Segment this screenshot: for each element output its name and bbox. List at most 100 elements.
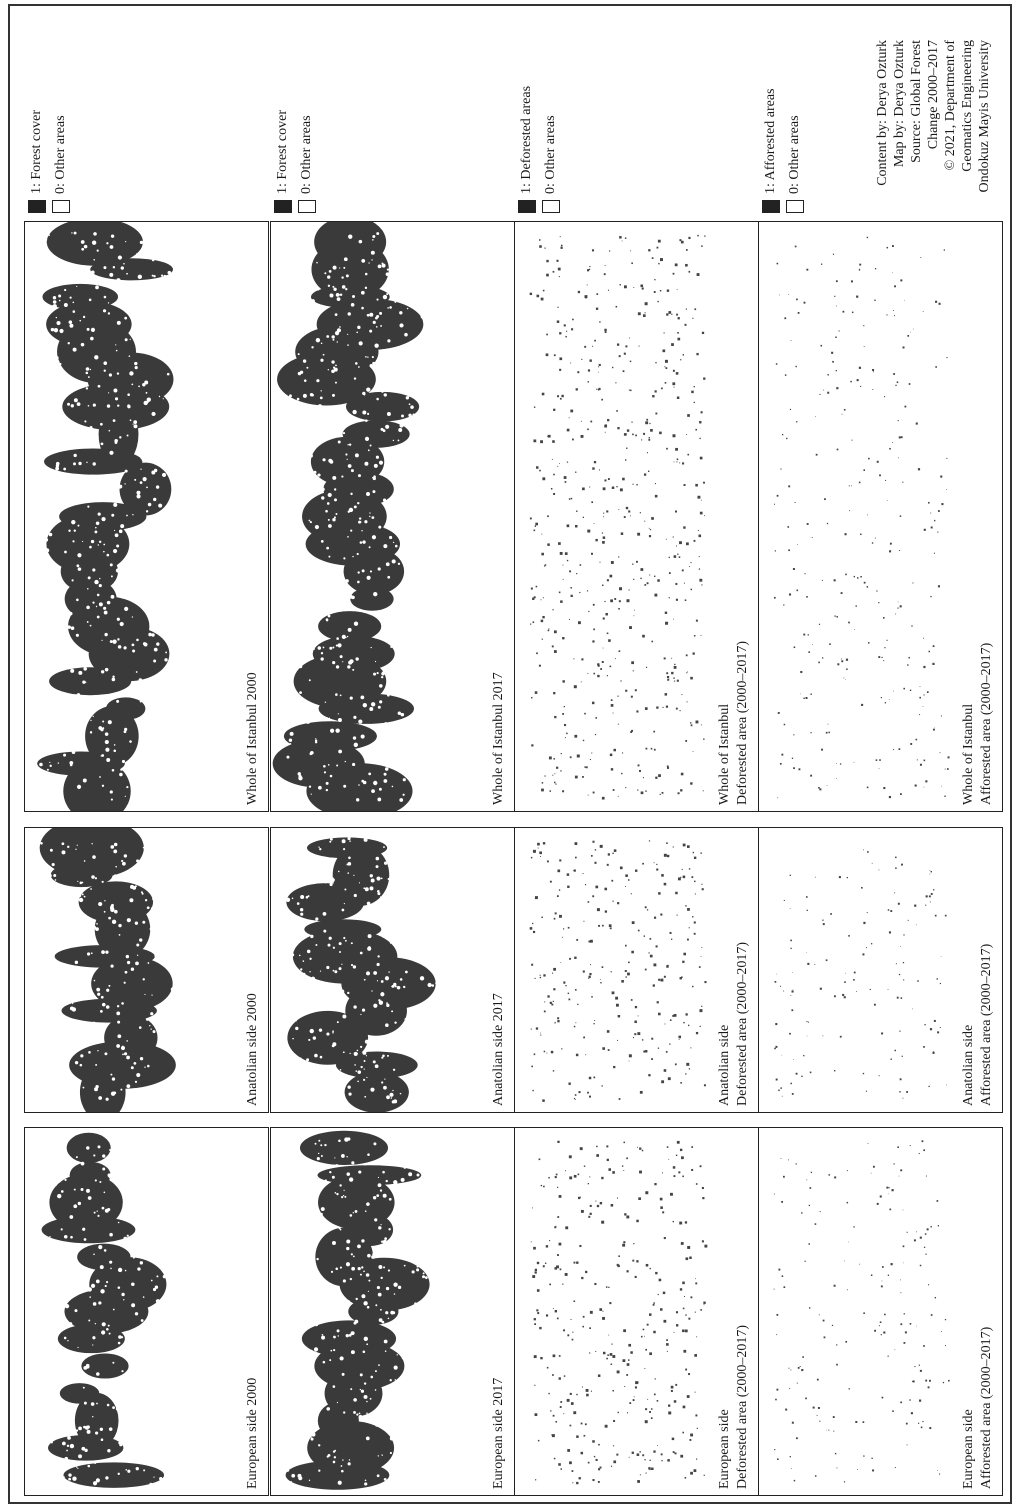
deforested-pixel [621,1165,624,1167]
clearing-speckle [78,897,84,903]
clearing-speckle [50,625,54,629]
deforested-pixel [541,788,544,792]
clearing-speckle [146,943,150,947]
clearing-speckle [136,494,141,499]
clearing-speckle [327,943,331,947]
clearing-speckle [198,353,201,355]
clearing-speckle [38,284,44,290]
clearing-speckle [320,1144,323,1147]
clearing-speckle [68,320,73,324]
clearing-speckle [434,1323,438,1327]
clearing-speckle [425,865,427,867]
deforested-pixel [604,600,606,603]
clearing-speckle [357,1267,361,1271]
clearing-speckle [189,1313,194,1318]
clearing-speckle [67,1339,69,1342]
clearing-speckle [426,1301,429,1304]
clearing-speckle [175,898,179,902]
afforested-pixel [845,1340,848,1343]
clearing-speckle [45,792,49,797]
clearing-speckle [116,372,120,375]
deforested-pixel [640,791,644,795]
deforested-pixel [629,360,632,363]
clearing-speckle [416,1056,418,1058]
clearing-speckle [350,469,354,473]
afforested-pixel [798,768,801,771]
clearing-speckle [317,646,322,650]
clearing-speckle [64,712,67,715]
clearing-speckle [306,1324,311,1329]
clearing-speckle [307,1288,309,1291]
clearing-speckle [324,1143,327,1147]
clearing-speckle [389,251,392,254]
afforested-pixel [903,1313,905,1315]
deforested-pixel [576,754,580,758]
clearing-speckle [170,747,174,752]
clearing-speckle [291,624,296,629]
clearing-speckle [331,1044,335,1048]
deforested-pixel [673,1400,677,1403]
clearing-speckle [187,1482,192,1487]
clearing-speckle [198,453,202,458]
map-panel: Anatolian side 2000 [24,827,269,1113]
afforested-pixel [793,646,796,649]
clearing-speckle [164,658,168,662]
clearing-speckle [175,1163,180,1167]
deforested-pixel [553,492,556,495]
deforested-pixel [602,1310,604,1312]
afforested-pixel [791,1009,794,1012]
clearing-speckle [385,1179,388,1183]
clearing-speckle [76,598,79,602]
deforested-pixel [569,1176,573,1180]
clearing-speckle [313,1391,317,1396]
deforested-pixel [648,952,650,954]
clearing-speckle [192,1221,197,1227]
clearing-speckle [427,399,431,403]
forest-patch [285,1460,390,1490]
deforested-pixel [539,469,541,472]
clearing-speckle [409,1040,412,1043]
clearing-speckle [334,313,338,317]
afforested-pixel [876,460,879,463]
clearing-speckle [41,1160,44,1163]
deforested-pixel [602,617,605,620]
clearing-speckle [284,792,286,795]
clearing-speckle [309,957,312,960]
clearing-speckle [365,419,368,422]
clearing-speckle [431,922,434,925]
deforested-pixel [610,1465,613,1467]
clearing-speckle [431,1033,436,1037]
afforested-pixel [895,856,897,859]
clearing-speckle [353,715,357,719]
clearing-speckle [364,436,370,441]
clearing-speckle [336,341,338,343]
deforested-pixel [589,1176,591,1178]
clearing-speckle [402,1342,405,1344]
clearing-speckle [448,591,450,594]
deforested-pixel [645,666,648,668]
afforested-pixel [863,581,866,584]
afforested-pixel [884,702,887,704]
clearing-speckle [77,1346,79,1349]
clearing-speckle [53,912,57,917]
clearing-speckle [376,1252,379,1255]
clearing-speckle [141,339,143,341]
clearing-speckle [448,978,451,981]
clearing-speckle [68,1432,71,1435]
deforested-pixel [628,389,630,391]
deforested-pixel [663,1069,667,1072]
clearing-speckle [431,1288,435,1293]
afforested-pixel [890,910,893,913]
clearing-speckle [431,362,436,367]
afforested-pixel [915,924,917,926]
clearing-speckle [39,441,42,444]
clearing-speckle [441,633,444,635]
clearing-speckle [55,512,59,517]
clearing-speckle [348,1177,354,1182]
clearing-speckle [66,1024,70,1029]
afforested-pixel [808,1204,810,1207]
clearing-speckle [433,392,435,394]
clearing-speckle [150,280,154,284]
clearing-speckle [129,338,131,340]
afforested-pixel [833,1069,836,1072]
